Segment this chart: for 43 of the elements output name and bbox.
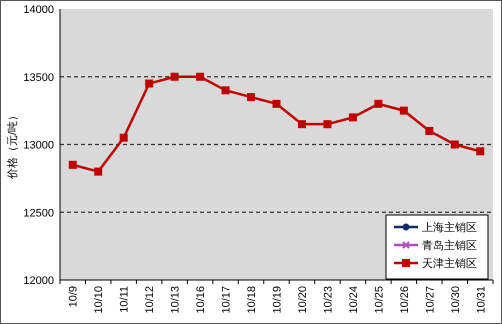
x-tick-label: 10/12: [144, 286, 156, 314]
point: [400, 106, 408, 115]
y-tick-label: 13500: [23, 72, 54, 84]
y-tick-label: 12000: [23, 275, 54, 287]
x-tick-label: 10/16: [195, 286, 208, 314]
point: [476, 147, 484, 156]
x-tick-label: 10/27: [424, 286, 436, 314]
point: [450, 140, 459, 148]
point: [94, 168, 102, 176]
x-tick-label: 10/26: [398, 286, 411, 314]
x-tick-label: 10/10: [93, 286, 106, 314]
point: [120, 134, 128, 142]
x-tick-label: 10/31: [475, 286, 488, 314]
point: [68, 160, 77, 169]
y-tick-label: 14000: [23, 4, 54, 16]
point: [323, 120, 332, 128]
x-tick-label: 10/11: [118, 286, 131, 313]
point: [298, 120, 306, 128]
y-tick-label: 12500: [23, 207, 54, 220]
point: [170, 72, 179, 81]
x-tick-label: 10/9: [68, 286, 80, 308]
y-axis-title: 价格（元/吨）: [6, 110, 19, 180]
x-tick-label: 10/19: [272, 286, 284, 314]
point: [348, 113, 357, 122]
x-tick-label: 10/20: [296, 286, 309, 314]
point: [145, 80, 154, 88]
x-tick-label: 10/18: [246, 286, 258, 314]
x-tick-label: 10/17: [220, 286, 233, 314]
y-tick-label: 13000: [23, 140, 54, 152]
point: [247, 93, 256, 102]
legend-label: 青岛主销区: [422, 239, 477, 252]
point: [272, 100, 280, 108]
point: [196, 72, 204, 81]
x-tick-label: 10/23: [322, 286, 334, 314]
x-tick-label: 10/30: [450, 286, 462, 314]
point: [425, 126, 434, 135]
point: [374, 100, 382, 108]
x-tick-label: 10/13: [170, 286, 182, 314]
x-tick-label: 10/25: [373, 286, 386, 314]
x-tick-label: 10/24: [348, 286, 360, 314]
legend-label: 天津主销区: [422, 257, 477, 270]
point: [222, 86, 230, 94]
legend-label: 上海主销区: [422, 221, 477, 234]
